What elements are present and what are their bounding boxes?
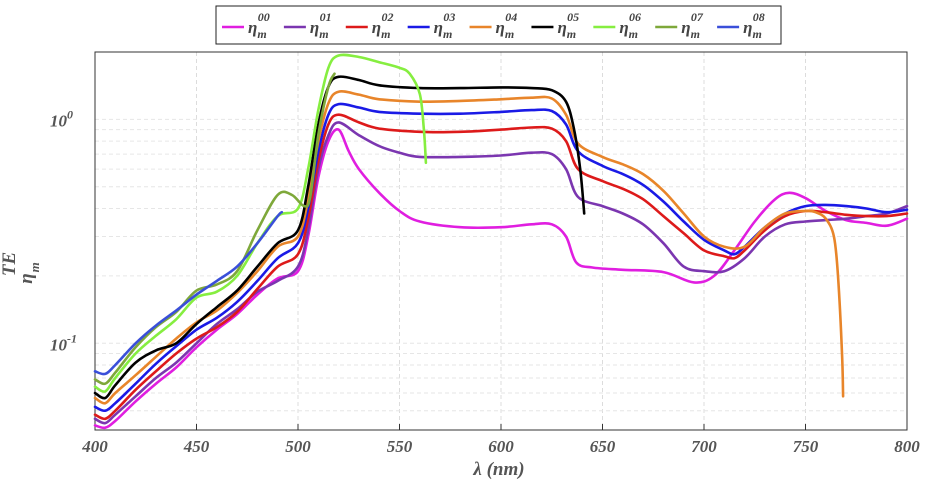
legend-label: ηm06 xyxy=(619,10,641,41)
legend-label: ηm00 xyxy=(248,10,270,41)
x-tick-label: 400 xyxy=(81,437,108,456)
series-line-05 xyxy=(93,75,586,400)
legend-entry: ηm05 xyxy=(531,10,579,41)
svg-text:ηm: ηm xyxy=(16,262,42,284)
series-line-01 xyxy=(93,121,909,425)
legend-label: ηm08 xyxy=(743,10,765,41)
legend-entry: ηm00 xyxy=(222,10,270,41)
y-tick-label: 10-1 xyxy=(50,331,77,354)
legend-entry: ηm06 xyxy=(593,10,641,41)
x-tick-labels: 400 450 500 550 600 650 700 750 800 xyxy=(81,437,920,456)
grid xyxy=(94,51,908,430)
x-tick-label: 750 xyxy=(793,437,819,456)
x-tick-label: 700 xyxy=(691,437,717,456)
y-axis-label-sup: TE xyxy=(0,252,20,276)
legend-label: ηm03 xyxy=(434,10,456,41)
legend-label: ηm07 xyxy=(681,10,704,41)
x-tick-label: 600 xyxy=(488,437,514,456)
legend-entry: ηm03 xyxy=(407,10,456,41)
legend-box xyxy=(215,5,782,45)
x-tick-label: 500 xyxy=(285,437,311,456)
x-tick-label: 800 xyxy=(894,437,920,456)
y-axis-label: ηm TE xyxy=(0,252,42,284)
legend-label: ηm05 xyxy=(557,10,579,41)
y-axis-label-sub: m xyxy=(27,262,42,272)
legend-entry: ηm07 xyxy=(655,10,704,41)
x-axis-label: λ (nm) xyxy=(472,459,524,480)
x-tick-label: 550 xyxy=(387,437,413,456)
legend-entry: ηm08 xyxy=(717,10,765,41)
legend-entry: ηm02 xyxy=(345,10,394,41)
legend-entry: ηm01 xyxy=(283,10,332,41)
series-layer xyxy=(93,53,909,430)
legend-label: ηm02 xyxy=(372,10,394,41)
y-tick-label: 100 xyxy=(50,107,73,130)
legend-label: ηm04 xyxy=(496,10,518,41)
legend: ηm00 ηm01 ηm02 ηm03 ηm04 ηm05 ηm06 ηm07 ηm08 xyxy=(215,5,782,45)
series-line-00 xyxy=(93,128,909,430)
y-axis-label-base: η xyxy=(16,273,37,283)
legend-entry: ηm04 xyxy=(469,10,518,41)
y-tick-labels: 10-1 100 xyxy=(50,107,77,354)
series-line-02 xyxy=(93,113,909,421)
series-line-08 xyxy=(93,210,284,376)
x-tick-label: 650 xyxy=(590,437,616,456)
series-line-06 xyxy=(93,53,428,393)
x-tick-label: 450 xyxy=(183,437,210,456)
series-line-04 xyxy=(93,90,845,405)
series-line-07 xyxy=(93,72,336,386)
legend-label: ηm01 xyxy=(310,10,332,41)
